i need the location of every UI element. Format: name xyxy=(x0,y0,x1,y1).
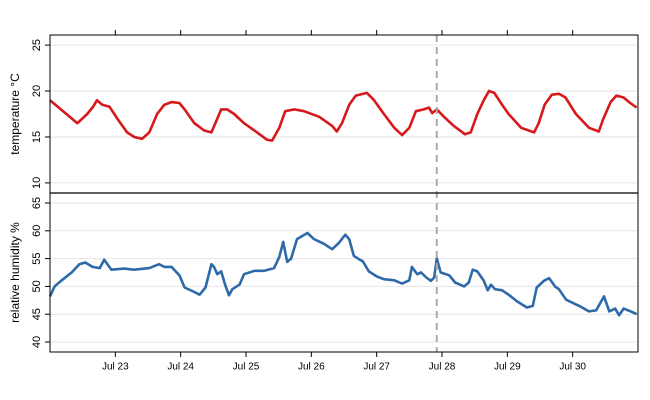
y-tick-label: 50 xyxy=(31,280,43,292)
x-tick-label: Jul 28 xyxy=(429,362,456,373)
line xyxy=(48,231,638,317)
x-tick-label: Jul 26 xyxy=(298,362,325,373)
y-tick-label: 10 xyxy=(31,177,43,189)
x-tick-label: Jul 23 xyxy=(102,362,129,373)
y-tick-label: 25 xyxy=(31,39,43,51)
y-tick-label: 15 xyxy=(31,131,43,143)
y-tick-label: 20 xyxy=(31,85,43,97)
x-tick-label: Jul 25 xyxy=(233,362,260,373)
x-tick-label: Jul 27 xyxy=(363,362,390,373)
line xyxy=(49,89,638,142)
y-tick-label: 40 xyxy=(31,336,43,348)
y-axis-label: temperature °C xyxy=(8,73,22,155)
y-tick-label: 65 xyxy=(31,197,43,209)
y-tick-label: 45 xyxy=(31,308,43,320)
y-tick-label: 60 xyxy=(31,225,43,237)
y-tick-label: 55 xyxy=(31,252,43,264)
x-tick-label: Jul 24 xyxy=(167,362,194,373)
x-tick-label: Jul 29 xyxy=(494,362,521,373)
y-axis-label: relative humidity % xyxy=(8,222,22,323)
x-tick-label: Jul 30 xyxy=(559,362,586,373)
